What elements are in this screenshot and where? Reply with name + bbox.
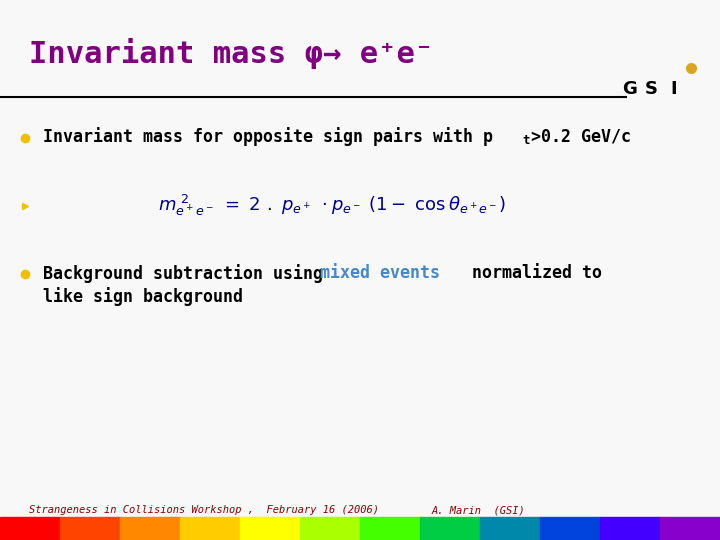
Text: $m_{e^+e^-}^{\ 2}\ =\ 2\ .\ p_{e^+}\ \cdot p_{e^-}\ (1-\ \cos\theta_{e^+e^-})$: $m_{e^+e^-}^{\ 2}\ =\ 2\ .\ p_{e^+}\ \cd…	[158, 192, 506, 218]
Text: mixed events: mixed events	[320, 264, 440, 282]
Bar	[240, 517, 300, 540]
Bar	[540, 517, 600, 540]
Bar	[300, 517, 360, 540]
Bar	[60, 517, 120, 540]
Text: A. Marin  (GSI): A. Marin (GSI)	[432, 505, 526, 515]
Text: t: t	[523, 134, 530, 147]
Text: I: I	[670, 80, 677, 98]
Text: like sign background: like sign background	[43, 287, 243, 307]
Bar	[420, 517, 480, 540]
Text: >0.2 GeV/c: >0.2 GeV/c	[531, 127, 631, 145]
Bar	[120, 517, 180, 540]
Text: Invariant mass φ→ e⁺e⁻: Invariant mass φ→ e⁺e⁻	[29, 38, 433, 69]
Text: Background subtraction using: Background subtraction using	[43, 264, 333, 283]
Text: G: G	[623, 80, 637, 98]
Bar	[360, 517, 420, 540]
Bar	[480, 517, 540, 540]
Text: Invariant mass for opposite sign pairs with p: Invariant mass for opposite sign pairs w…	[43, 126, 493, 146]
Text: normalized to: normalized to	[462, 264, 601, 282]
Bar	[0, 517, 60, 540]
Bar	[660, 517, 720, 540]
Text: S: S	[645, 80, 658, 98]
Bar	[180, 517, 240, 540]
Bar	[600, 517, 660, 540]
Text: Strangeness in Collisions Workshop ,  February 16 (2006): Strangeness in Collisions Workshop , Feb…	[29, 505, 379, 515]
